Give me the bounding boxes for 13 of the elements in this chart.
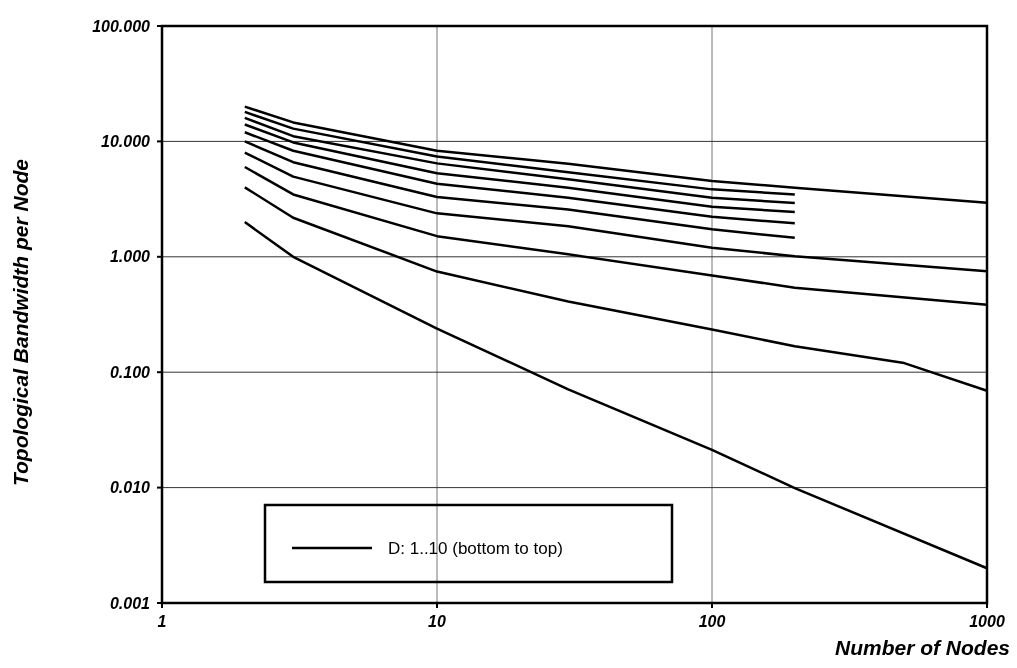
x-tick-label: 10 [428, 613, 446, 630]
x-tick-label: 1000 [969, 613, 1005, 630]
y-tick-label: 0.010 [109, 479, 151, 497]
y-tick-label: 100.000 [92, 17, 151, 35]
y-tick-label: 0.100 [109, 363, 151, 381]
y-tick-label: 0.001 [109, 594, 151, 612]
x-axis-title: Number of Nodes [834, 636, 1010, 659]
x-tick-label: 1 [157, 613, 167, 630]
y-tick-label: 1.000 [109, 248, 151, 266]
x-tick-label: 100 [698, 613, 726, 630]
legend-label: D: 1..10 (bottom to top) [388, 538, 563, 558]
y-tick-label: 10.000 [101, 133, 151, 150]
y-axis-title: Topological Bandwidth per Node [9, 158, 32, 487]
